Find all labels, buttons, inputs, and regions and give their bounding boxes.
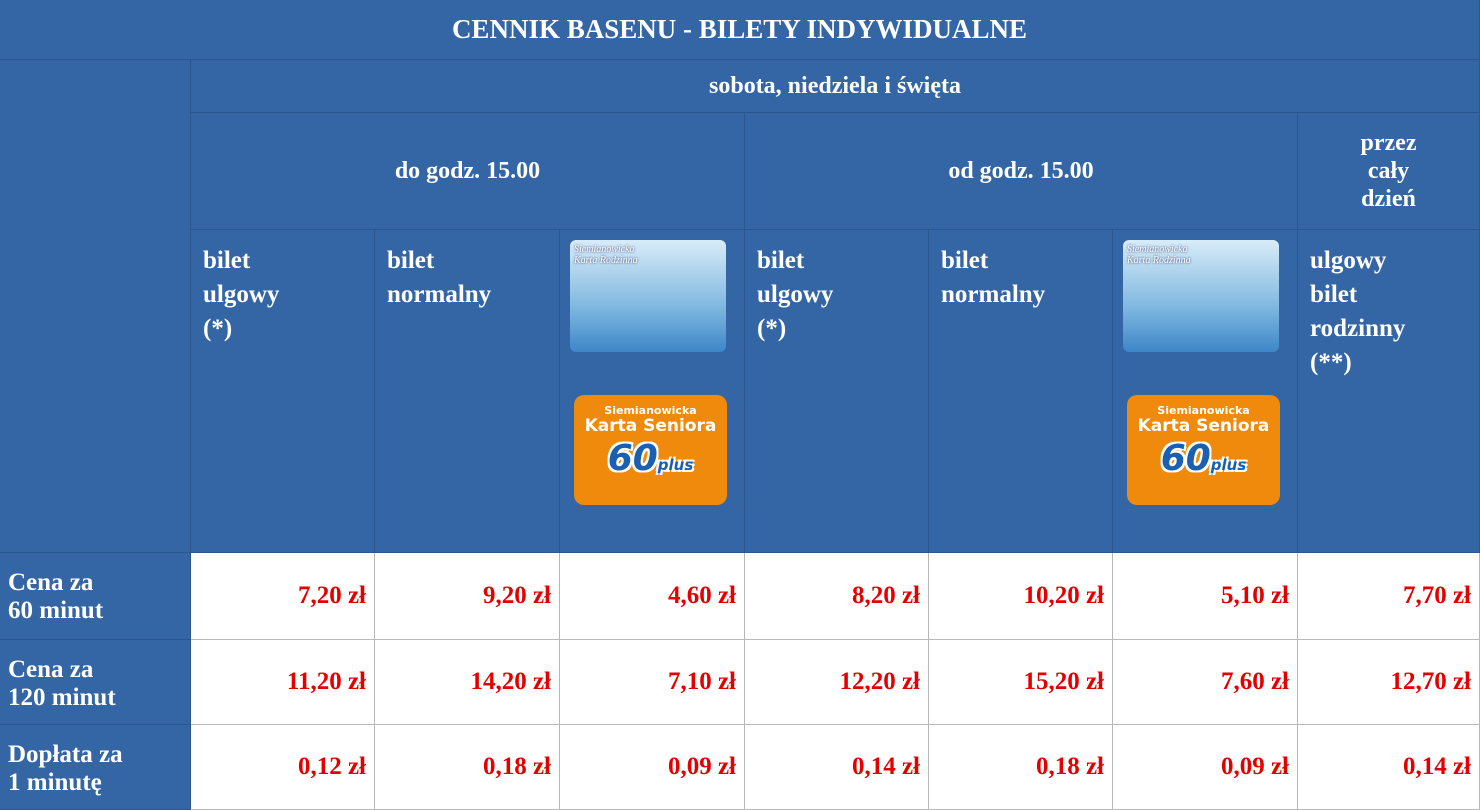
price-cell: 10,20 zł	[929, 553, 1113, 640]
price-cell: 0,18 zł	[375, 725, 560, 810]
price-cell: 5,10 zł	[1113, 553, 1298, 640]
family-card-text: Siemianowicka Karta Rodzinna	[1127, 244, 1275, 266]
price-cell: 0,09 zł	[1113, 725, 1298, 810]
page: (() => { const data = JSON.parse(documen…	[0, 0, 1480, 810]
column-header: bilet normalny	[929, 230, 1113, 553]
corner-cell	[0, 60, 191, 553]
price-cell: 15,20 zł	[929, 640, 1113, 725]
price-cell: 0,14 zł	[745, 725, 929, 810]
price-cell: 4,60 zł	[560, 553, 745, 640]
row-label: Dopłata za 1 minutę	[0, 725, 191, 810]
senior-card-name: Karta Seniora	[574, 417, 727, 436]
price-cell: 0,09 zł	[560, 725, 745, 810]
family-card: Siemianowicka Karta Rodzinna	[570, 240, 726, 352]
period-header: przez cały dzień	[1298, 113, 1480, 230]
senior-card-plus: plus	[658, 456, 694, 474]
senior-card-number: 60	[1161, 438, 1211, 479]
price-cell: 12,70 zł	[1298, 640, 1480, 725]
price-cell: 0,18 zł	[929, 725, 1113, 810]
senior-card-badge: 60plus	[1127, 438, 1280, 479]
column-header: bilet normalny	[375, 230, 560, 553]
group-header: sobota, niedziela i święta	[191, 60, 1480, 113]
price-cell: 7,70 zł	[1298, 553, 1480, 640]
period-header: od godz. 15.00	[745, 113, 1298, 230]
price-cell: 7,20 zł	[191, 553, 375, 640]
senior-card-name: Karta Seniora	[1127, 417, 1280, 436]
senior-card-badge: 60plus	[574, 438, 727, 479]
price-cell: 7,10 zł	[560, 640, 745, 725]
row-label: Cena za 120 minut	[0, 640, 191, 725]
price-cell: 14,20 zł	[375, 640, 560, 725]
title: CENNIK BASENU - BILETY INDYWIDUALNE	[0, 0, 1480, 60]
price-cell: 11,20 zł	[191, 640, 375, 725]
column-header: bilet ulgowy (*)	[191, 230, 375, 553]
price-cell: 8,20 zł	[745, 553, 929, 640]
price-cell: 0,14 zł	[1298, 725, 1480, 810]
period-header: do godz. 15.00	[191, 113, 745, 230]
row-label: Cena za 60 minut	[0, 553, 191, 640]
price-cell: 0,12 zł	[191, 725, 375, 810]
senior-card-number: 60	[608, 438, 658, 479]
family-card: Siemianowicka Karta Rodzinna	[1123, 240, 1279, 352]
price-cell: 12,20 zł	[745, 640, 929, 725]
price-cell: 9,20 zł	[375, 553, 560, 640]
senior-card-plus: plus	[1211, 456, 1247, 474]
price-cell: 7,60 zł	[1113, 640, 1298, 725]
column-header: ulgowy bilet rodzinny (**)	[1298, 230, 1480, 553]
column-header: bilet ulgowy (*)	[745, 230, 929, 553]
family-card-text: Siemianowicka Karta Rodzinna	[574, 244, 722, 266]
